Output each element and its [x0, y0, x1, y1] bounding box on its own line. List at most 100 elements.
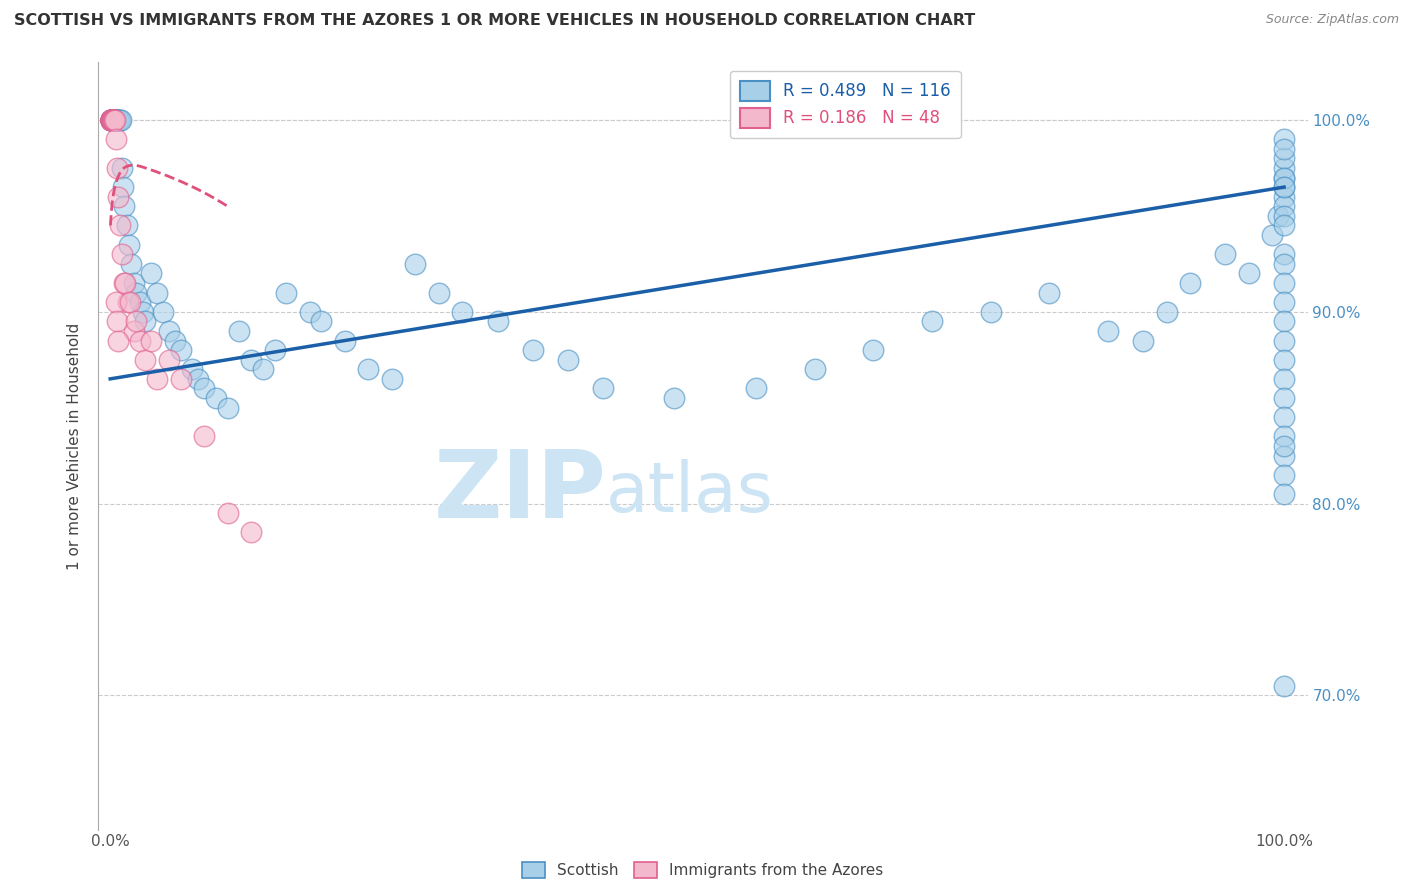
Point: [1272, 391, 1295, 405]
Point: [105, 132, 128, 146]
Point: [141, 334, 163, 348]
Point: [451, 304, 474, 318]
Point: [1272, 209, 1295, 223]
Point: [311, 314, 333, 328]
Point: [1272, 679, 1295, 693]
Point: [163, 334, 186, 348]
Point: [101, 112, 124, 127]
Point: [1272, 295, 1295, 310]
Point: [1272, 199, 1295, 213]
Point: [404, 257, 426, 271]
Point: [100, 112, 122, 127]
Point: [1272, 151, 1295, 165]
Point: [1272, 372, 1295, 386]
Point: [357, 362, 380, 376]
Point: [1272, 161, 1295, 175]
Point: [1272, 257, 1295, 271]
Point: [100, 112, 122, 127]
Point: [108, 112, 131, 127]
Point: [101, 112, 124, 127]
Point: [104, 112, 127, 127]
Point: [120, 295, 142, 310]
Point: [112, 180, 135, 194]
Point: [381, 372, 404, 386]
Point: [1272, 132, 1295, 146]
Point: [100, 112, 122, 127]
Point: [134, 352, 156, 367]
Point: [141, 266, 163, 280]
Point: [217, 506, 239, 520]
Point: [157, 324, 180, 338]
Point: [100, 112, 122, 127]
Point: [252, 362, 274, 376]
Point: [1272, 429, 1295, 443]
Point: [105, 112, 128, 127]
Point: [108, 112, 131, 127]
Point: [1272, 180, 1295, 194]
Point: [101, 112, 124, 127]
Point: [240, 525, 263, 540]
Point: [1272, 334, 1295, 348]
Point: [1272, 189, 1295, 203]
Point: [100, 112, 122, 127]
Point: [100, 112, 122, 127]
Point: [101, 112, 124, 127]
Point: [1272, 142, 1295, 156]
Point: [862, 343, 884, 357]
Point: [100, 112, 122, 127]
Point: [101, 112, 124, 127]
Point: [125, 314, 148, 328]
Point: [100, 112, 122, 127]
Text: atlas: atlas: [606, 458, 775, 525]
Point: [1272, 439, 1295, 453]
Point: [1156, 304, 1178, 318]
Point: [103, 112, 125, 127]
Point: [101, 112, 124, 127]
Point: [1267, 209, 1289, 223]
Point: [101, 112, 124, 127]
Point: [122, 276, 145, 290]
Point: [101, 112, 124, 127]
Point: [1272, 170, 1295, 185]
Point: [240, 352, 263, 367]
Point: [107, 112, 129, 127]
Point: [100, 112, 122, 127]
Point: [108, 219, 131, 233]
Point: [100, 112, 122, 127]
Point: [1272, 449, 1295, 463]
Point: [100, 112, 122, 127]
Point: [103, 112, 125, 127]
Point: [100, 112, 122, 127]
Point: [115, 219, 138, 233]
Point: [105, 161, 128, 175]
Text: ZIP: ZIP: [433, 446, 606, 538]
Point: [101, 112, 124, 127]
Point: [122, 324, 145, 338]
Point: [263, 343, 285, 357]
Point: [980, 304, 1002, 318]
Point: [134, 314, 156, 328]
Point: [181, 362, 204, 376]
Point: [592, 381, 614, 395]
Point: [117, 295, 139, 310]
Point: [100, 112, 122, 127]
Point: [101, 112, 124, 127]
Point: [105, 112, 128, 127]
Point: [103, 112, 125, 127]
Point: [298, 304, 321, 318]
Point: [486, 314, 509, 328]
Point: [103, 112, 125, 127]
Point: [104, 112, 127, 127]
Point: [103, 112, 125, 127]
Point: [100, 112, 122, 127]
Point: [1272, 410, 1295, 425]
Point: [1272, 352, 1295, 367]
Point: [114, 276, 136, 290]
Point: [110, 112, 132, 127]
Point: [152, 304, 174, 318]
Point: [104, 112, 127, 127]
Point: [100, 112, 122, 127]
Point: [1272, 247, 1295, 261]
Point: [101, 112, 124, 127]
Text: SCOTTISH VS IMMIGRANTS FROM THE AZORES 1 OR MORE VEHICLES IN HOUSEHOLD CORRELATI: SCOTTISH VS IMMIGRANTS FROM THE AZORES 1…: [14, 13, 976, 29]
